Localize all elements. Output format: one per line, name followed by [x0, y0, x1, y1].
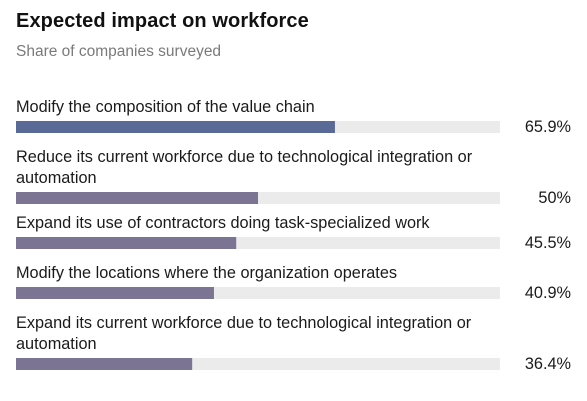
category-label: Modify the composition of the value chai… [16, 98, 315, 116]
category-label: Expand its current workforce due to tech… [16, 314, 472, 332]
bar [16, 358, 193, 370]
bar [16, 287, 214, 299]
category-label: Expand its use of contractors doing task… [16, 214, 430, 232]
bar [16, 237, 237, 249]
bar-row: Expand its use of contractors doing task… [16, 214, 571, 252]
value-label: 65.9% [525, 118, 571, 136]
bar-row: Expand its current workforce due to tech… [16, 314, 571, 373]
chart-subtitle: Share of companies surveyed [16, 43, 222, 60]
category-label: automation [16, 169, 97, 187]
value-label: 50% [538, 189, 571, 207]
category-label: automation [16, 335, 97, 353]
category-label: Modify the locations where the organizat… [16, 264, 397, 282]
category-label: Reduce its current workforce due to tech… [16, 148, 473, 166]
bar-row: Modify the composition of the value chai… [16, 98, 571, 136]
bar-row: Modify the locations where the organizat… [16, 264, 571, 302]
bar-row: Reduce its current workforce due to tech… [16, 148, 571, 207]
value-label: 40.9% [525, 284, 571, 302]
bar [16, 192, 258, 204]
chart-title: Expected impact on workforce [16, 10, 309, 32]
value-label: 36.4% [525, 355, 571, 373]
bar [16, 121, 335, 133]
value-label: 45.5% [525, 234, 571, 252]
